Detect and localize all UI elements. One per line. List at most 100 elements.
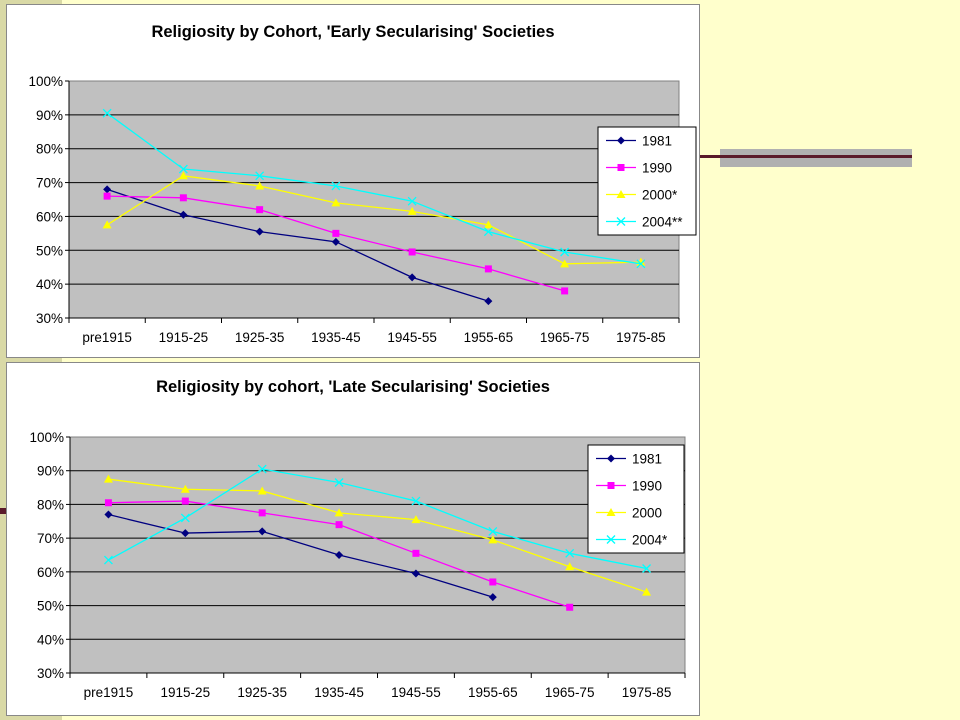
data-point-4 [412,549,420,557]
data-point-1 [179,210,188,219]
series-1990 [104,497,574,611]
series-line [106,175,641,265]
legend-label: 2004* [632,533,668,548]
data-point-1 [180,513,190,523]
data-point-3 [331,237,340,246]
data-point-legend [606,508,616,516]
x-tick-label: 1965-75 [540,330,590,345]
chart-title: Religiosity by Cohort, 'Early Secularisi… [151,23,555,41]
data-point-0 [104,510,113,519]
x-tick-label: 1955-65 [468,685,518,700]
data-point-7 [642,587,652,596]
slide-decoration-bar [720,149,912,167]
data-point-legend [617,164,625,171]
data-point-legend [616,190,626,198]
data-point-1 [180,484,190,493]
data-point-3 [332,229,340,237]
data-point-5 [488,526,498,536]
y-tick-label: 50% [37,599,64,614]
slide-decoration-line [700,155,912,158]
series-1981 [104,510,497,602]
data-point-1 [178,171,188,180]
chart-late-secularising: Religiosity by cohort, 'Late Secularisin… [6,362,700,716]
legend: 1981 1990 2000* 2004** [597,126,697,236]
y-tick-label: 30% [36,311,63,326]
data-point-5 [483,220,493,229]
y-tick-label: 30% [37,666,64,681]
y-tick-label: 40% [36,277,63,292]
x-tick-label: 1925-35 [235,330,285,345]
x-tick-label: 1975-85 [622,685,672,700]
data-point-5 [489,578,497,586]
data-point-legend [607,454,615,463]
legend-label: 2000* [642,188,678,203]
data-point-4 [407,196,417,206]
y-tick-label: 100% [28,74,63,89]
data-point-4 [408,273,417,282]
y-tick-label: 80% [37,497,64,512]
x-tick-label: 1975-85 [616,330,666,345]
data-point-3 [331,181,341,191]
x-tick-label: 1945-55 [391,685,441,700]
data-point-2 [258,527,267,536]
x-tick-label: 1945-55 [387,330,437,345]
x-tick-label: 1915-25 [161,685,211,700]
data-point-legend [616,217,626,226]
x-tick-label: 1955-65 [464,330,514,345]
data-point-2 [255,227,264,236]
plot-area [68,80,680,319]
data-point-0 [103,185,112,194]
x-tick-label: 1965-75 [545,685,595,700]
legend-label: 2000 [632,506,662,521]
x-tick-label: 1915-25 [159,330,209,345]
data-point-2 [255,171,265,181]
data-point-0 [104,499,112,507]
data-point-5 [483,227,493,237]
data-point-6 [566,603,574,611]
y-tick-label: 60% [36,209,63,224]
x-tick-label: 1935-45 [314,685,364,700]
data-point-4 [408,248,416,256]
data-point-7 [642,564,652,573]
data-point-2 [256,206,264,214]
data-point-0 [102,220,112,229]
legend-label: 1990 [642,161,672,176]
legend-label: 1981 [632,452,662,467]
legend-label: 1981 [642,134,672,149]
data-point-6 [565,548,575,558]
legend-label: 1990 [632,479,662,494]
y-tick-label: 60% [37,565,64,580]
data-point-7 [636,259,646,269]
y-tick-label: 70% [36,176,63,191]
data-point-2 [258,509,266,517]
data-point-2 [255,181,265,190]
chart-svg: 30% 40% 50% 60% 70% 80% 90% 100% pre1915 1915-25 1… [28,74,697,345]
x-tick-label: pre1915 [82,330,132,345]
series-2000 [103,474,652,596]
chart-svg: 30% 40% 50% 60% 70% 80% 90% 100% pre1915 1915-25 1… [29,430,686,700]
data-point-5 [484,297,493,306]
data-point-0 [103,192,111,200]
data-point-2 [257,464,267,474]
series-1981 [103,185,493,306]
data-point-3 [335,551,344,559]
data-point-6 [565,562,575,571]
data-point-0 [103,555,113,565]
data-point-5 [488,593,497,602]
series-line [106,188,489,302]
y-tick-label: 100% [29,430,64,445]
data-point-6 [561,287,569,295]
x-tick-label: pre1915 [84,685,134,700]
data-point-4 [411,569,420,578]
data-point-2 [257,486,267,495]
data-point-4 [407,206,417,215]
data-point-3 [334,478,344,487]
y-tick-label: 70% [37,531,64,546]
data-point-1 [181,529,190,538]
series-1990 [103,192,569,295]
y-tick-label: 50% [36,243,63,258]
y-tick-label: 90% [36,108,63,123]
data-point-3 [334,508,344,517]
legend-label: 2004** [642,215,683,230]
series-2004* [103,464,652,573]
